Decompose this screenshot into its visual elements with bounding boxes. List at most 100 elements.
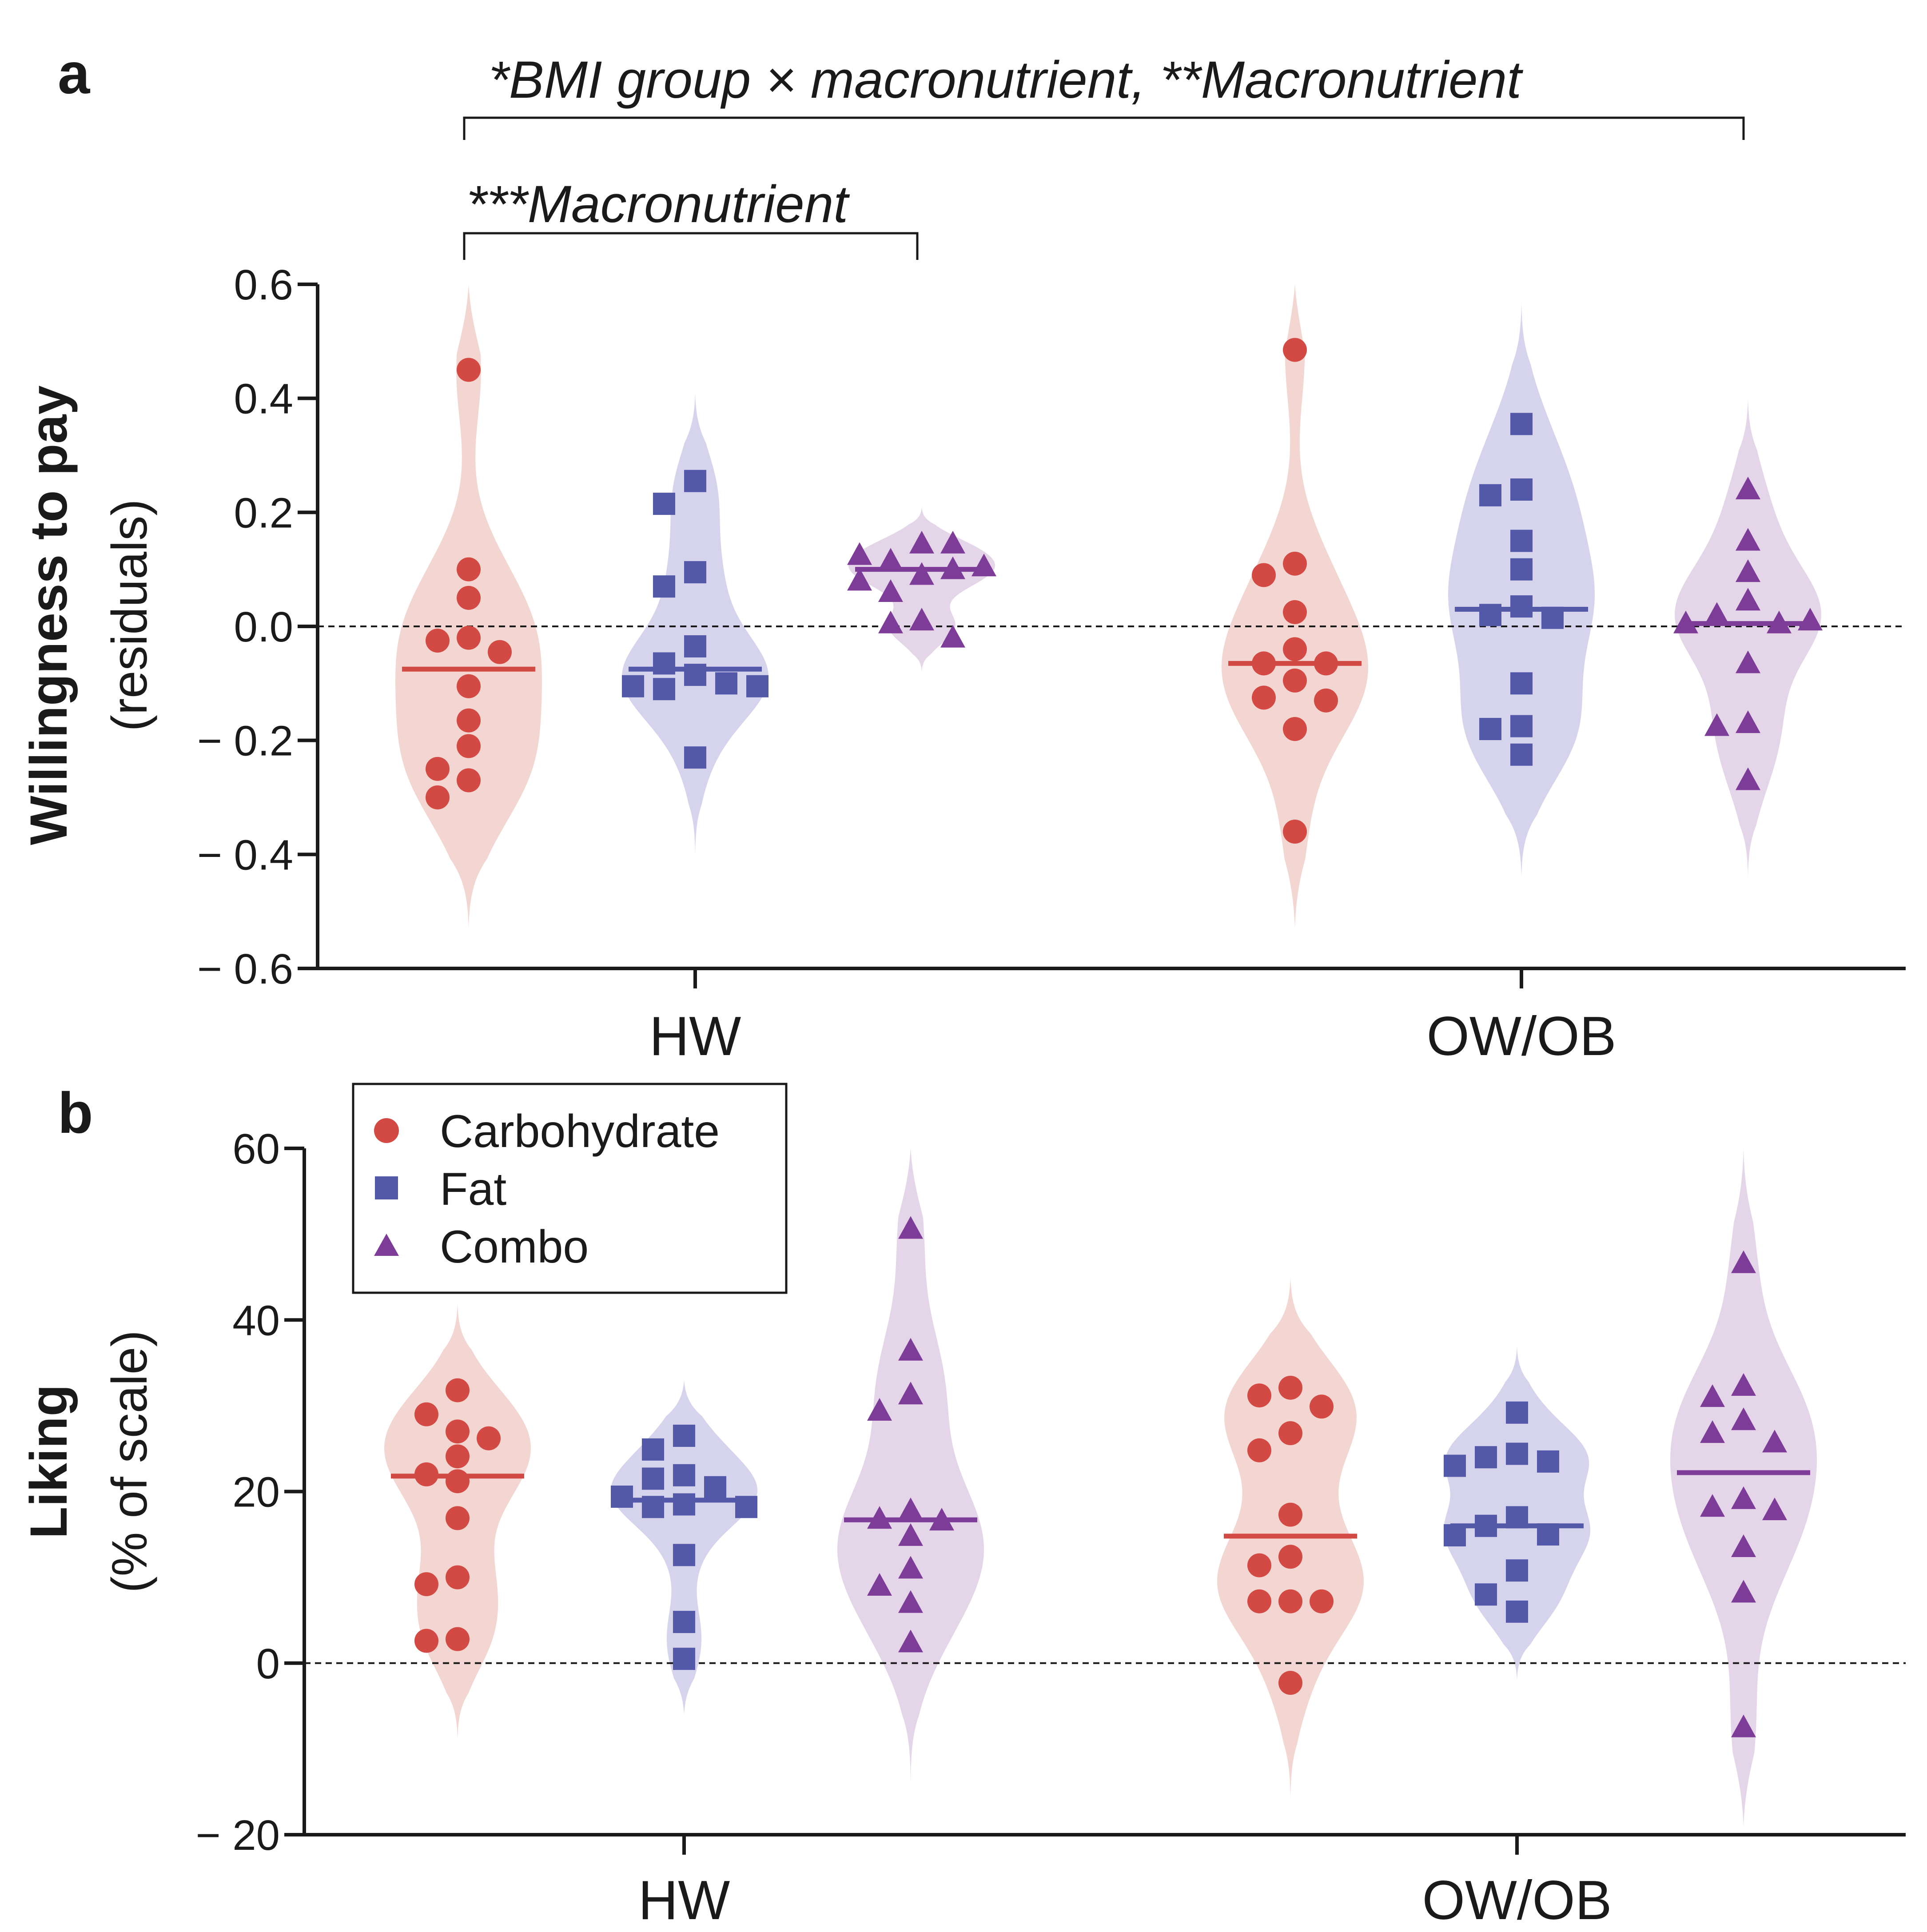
data-point-ow-ob-combo (1731, 1486, 1756, 1509)
legend-fat-marker (375, 1176, 398, 1199)
data-point-hw-carbohydrate (488, 640, 512, 664)
data-point-ow-ob-fat (1510, 530, 1533, 552)
data-point-ow-ob-combo (1736, 528, 1760, 551)
data-point-hw-combo (878, 610, 903, 633)
data-point-ow-ob-fat (1510, 715, 1533, 737)
x-tick-label-ow-ob: OW/OB (1422, 1870, 1612, 1931)
panel-b-plot: 60 40 20 0 − 20 HW OW/OB Liking (% of scale) (20, 1125, 1906, 1931)
data-point-ow-ob-carbohydrate (1252, 685, 1276, 710)
legend-carbohydrate-label: Carbohydrate (440, 1106, 720, 1157)
data-point-ow-ob-carbohydrate (1247, 1553, 1271, 1577)
data-point-hw-carbohydrate (457, 768, 481, 793)
data-point-ow-ob-combo (1700, 1494, 1725, 1517)
panel-b-medians (391, 1470, 1810, 1539)
data-point-ow-ob-fat (1475, 1446, 1497, 1469)
legend-box (352, 1083, 788, 1294)
data-point-ow-ob-combo (1731, 1373, 1756, 1396)
data-point-hw-fat (642, 1438, 664, 1461)
data-point-ow-ob-fat (1479, 718, 1501, 740)
data-point-hw-carbohydrate (414, 1629, 438, 1653)
data-point-ow-ob-fat (1510, 478, 1533, 501)
data-point-ow-ob-combo (1731, 1250, 1756, 1273)
data-point-ow-ob-carbohydrate (1247, 1438, 1271, 1462)
data-point-hw-combo (898, 1523, 923, 1546)
panel-a-ylabel-main: Willingness to pay (20, 386, 78, 845)
data-point-ow-ob-combo (1731, 1407, 1756, 1430)
legend-combo-label: Combo (440, 1221, 589, 1273)
data-point-ow-ob-carbohydrate (1283, 637, 1307, 661)
data-point-ow-ob-fat (1479, 484, 1501, 506)
y-tick-label: − 0.6 (197, 945, 293, 993)
data-point-hw-combo (898, 1629, 923, 1653)
data-point-ow-ob-fat (1444, 1454, 1466, 1477)
y-tick-label: 0.4 (234, 375, 293, 423)
data-point-hw-carbohydrate (446, 1378, 470, 1402)
data-point-hw-combo (867, 1398, 892, 1421)
data-point-hw-combo (898, 1382, 923, 1405)
data-point-ow-ob-fat (1510, 672, 1533, 695)
y-tick-label: 0.2 (234, 489, 293, 537)
data-point-ow-ob-carbohydrate (1247, 1383, 1271, 1408)
data-point-hw-combo (898, 1497, 923, 1520)
data-point-hw-combo (847, 568, 872, 591)
panel-a-ylabel-sub: (residuals) (102, 499, 157, 732)
data-point-hw-carbohydrate (446, 1419, 470, 1444)
violin-ow-ob-combo (1675, 398, 1821, 877)
data-point-hw-fat (673, 1424, 695, 1447)
data-point-ow-ob-carbohydrate (1283, 338, 1307, 362)
data-point-hw-combo (940, 530, 965, 554)
panel-b-ylabel-sub: (% of scale) (102, 1330, 157, 1593)
data-point-hw-carbohydrate (457, 557, 481, 582)
y-tick-label: 0 (256, 1640, 280, 1688)
data-point-hw-carbohydrate (426, 757, 450, 781)
data-point-ow-ob-combo (1736, 710, 1760, 733)
data-point-hw-carbohydrate (457, 674, 481, 698)
data-point-hw-combo (898, 1556, 923, 1579)
y-tick-label: 60 (232, 1125, 280, 1173)
y-tick-label: − 20 (195, 1812, 280, 1859)
data-point-ow-ob-fat (1475, 1583, 1497, 1606)
data-point-ow-ob-fat (1506, 1442, 1528, 1465)
data-point-hw-combo (898, 1216, 923, 1239)
annotation-bmi-interaction: *BMI group × macronutrient, **Macronutri… (489, 51, 1523, 109)
data-point-ow-ob-combo (1731, 1714, 1756, 1737)
data-point-ow-ob-fat (1510, 558, 1533, 581)
panel-a-points (426, 338, 1823, 844)
legend-carbohydrate-marker (374, 1118, 399, 1143)
data-point-hw-combo (878, 548, 903, 571)
annotation-macronutrient: ***Macronutrient (466, 175, 850, 234)
y-tick-label: 0.0 (234, 603, 293, 651)
x-tick-label-hw: HW (638, 1870, 730, 1931)
data-point-ow-ob-combo (1704, 713, 1729, 736)
data-point-ow-ob-carbohydrate (1283, 717, 1307, 741)
data-point-hw-fat (653, 678, 675, 701)
data-point-ow-ob-combo (1731, 1534, 1756, 1558)
data-point-hw-carbohydrate (414, 1572, 438, 1597)
data-point-hw-carbohydrate (457, 358, 481, 382)
data-point-hw-fat (684, 746, 706, 769)
y-tick-label: − 0.4 (197, 831, 293, 879)
data-point-ow-ob-carbohydrate (1310, 1394, 1334, 1419)
data-point-ow-ob-combo (1731, 1580, 1756, 1603)
data-point-hw-fat (684, 561, 706, 584)
data-point-hw-fat (673, 1493, 695, 1516)
data-point-ow-ob-fat (1510, 595, 1533, 618)
data-point-ow-ob-combo (1736, 559, 1760, 582)
data-point-hw-fat (746, 675, 768, 697)
data-point-hw-combo (847, 542, 872, 565)
data-point-hw-combo (940, 625, 965, 648)
data-point-hw-carbohydrate (457, 708, 481, 733)
data-point-hw-fat (642, 1467, 664, 1490)
data-point-ow-ob-combo (1736, 477, 1760, 499)
data-point-ow-ob-carbohydrate (1283, 820, 1307, 844)
panel-a-medians (402, 567, 1815, 672)
legend: Carbohydrate Fat Combo (352, 1083, 788, 1294)
data-point-ow-ob-fat (1506, 1559, 1528, 1582)
legend-combo-marker (374, 1234, 399, 1256)
violin-ow-ob-fat (1448, 301, 1595, 877)
data-point-hw-fat (611, 1486, 633, 1508)
data-point-hw-fat (673, 1464, 695, 1486)
data-point-ow-ob-carbohydrate (1278, 1545, 1302, 1569)
data-point-hw-combo (867, 1573, 892, 1596)
x-tick-label-ow-ob: OW/OB (1426, 1006, 1616, 1067)
